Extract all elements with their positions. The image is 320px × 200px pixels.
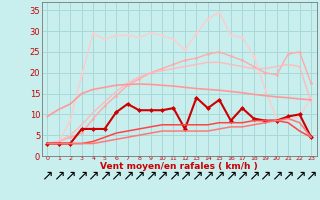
X-axis label: Vent moyen/en rafales ( km/h ): Vent moyen/en rafales ( km/h )	[100, 162, 258, 171]
